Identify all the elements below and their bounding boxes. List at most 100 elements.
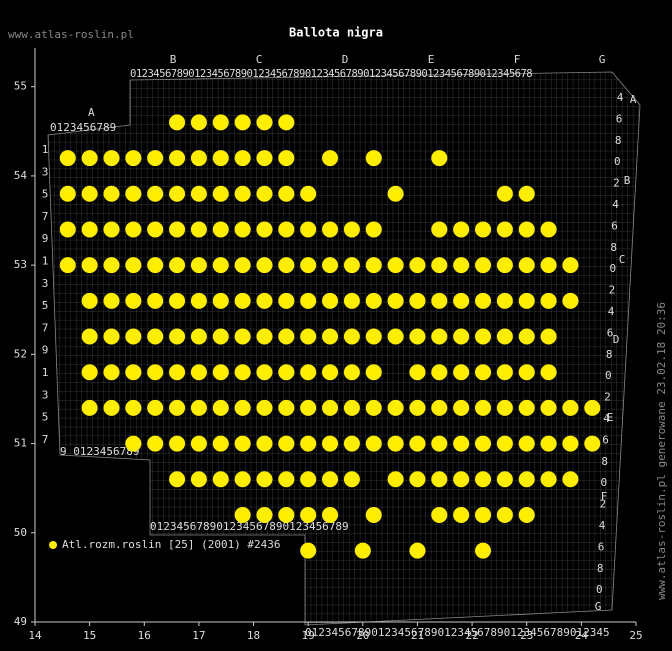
occurrence-dot — [278, 364, 295, 381]
occurrence-dot — [300, 542, 317, 559]
y-tick-label: 51 — [14, 437, 27, 450]
occurrence-dot — [322, 328, 339, 345]
grid-letter: C — [619, 253, 626, 266]
occurrence-dot — [343, 292, 360, 309]
grid-row-label: 8 — [597, 562, 604, 575]
occurrence-dot — [278, 399, 295, 416]
occurrence-dot — [278, 221, 295, 238]
grid-letter: E — [607, 411, 614, 424]
occurrence-dot — [81, 185, 98, 202]
occurrence-dot — [190, 292, 207, 309]
grid-row-label: 4 — [612, 198, 619, 211]
legend-label: Atl.rozm.roslin [25] (2001) #2436 — [62, 538, 281, 551]
occurrence-dot — [365, 506, 382, 523]
grid-letter: F — [601, 490, 608, 503]
x-tick-label: 25 — [629, 629, 642, 642]
occurrence-dot — [125, 328, 142, 345]
occurrence-dot — [387, 328, 404, 345]
occurrence-dot — [256, 292, 273, 309]
grid-row-label: 8 — [615, 134, 622, 147]
occurrence-dot — [147, 257, 164, 274]
y-tick-label: 49 — [14, 615, 27, 628]
occurrence-dot — [212, 185, 229, 202]
occurrence-dot — [256, 257, 273, 274]
occurrence-dot — [125, 292, 142, 309]
grid-letter: F — [514, 53, 521, 66]
occurrence-dot — [125, 399, 142, 416]
occurrence-dot — [103, 364, 120, 381]
occurrence-dot — [81, 292, 98, 309]
occurrence-dot — [453, 506, 470, 523]
occurrence-dot — [81, 399, 98, 416]
grid-row-label: 2 — [613, 177, 620, 190]
occurrence-dot — [365, 435, 382, 452]
occurrence-dot — [147, 292, 164, 309]
occurrence-dot — [496, 328, 513, 345]
occurrence-dot — [540, 257, 557, 274]
occurrence-dot — [365, 364, 382, 381]
grid-row-label: 8 — [610, 241, 617, 254]
occurrence-dot — [387, 435, 404, 452]
occurrence-dot — [300, 471, 317, 488]
x-tick-label: 24 — [575, 629, 589, 642]
occurrence-dot — [409, 435, 426, 452]
occurrence-dot — [540, 471, 557, 488]
occurrence-dot — [453, 399, 470, 416]
grid-row-label: 1 — [42, 255, 49, 268]
grid-row-label: 4 — [617, 91, 624, 104]
occurrence-dot — [343, 328, 360, 345]
occurrence-dot — [562, 399, 579, 416]
occurrence-dot — [540, 435, 557, 452]
grid-row-label: 4 — [608, 305, 615, 318]
occurrence-dot — [431, 257, 448, 274]
occurrence-dot — [343, 221, 360, 238]
occurrence-dot — [81, 364, 98, 381]
grid-row-label: 2 — [604, 391, 611, 404]
grid-row-label: 5 — [42, 188, 49, 201]
occurrence-dot — [278, 471, 295, 488]
occurrence-dot — [234, 364, 251, 381]
occurrence-dot — [278, 435, 295, 452]
occurrence-dot — [409, 328, 426, 345]
occurrence-dot — [234, 506, 251, 523]
occurrence-dot — [475, 506, 492, 523]
occurrence-dot — [322, 150, 339, 167]
y-tick-label: 55 — [14, 80, 27, 93]
grid-row-label: 5 — [42, 299, 49, 312]
grid-row-label: 0 — [614, 155, 621, 168]
occurrence-dot — [212, 364, 229, 381]
legend-marker — [49, 541, 57, 549]
occurrence-dot — [409, 542, 426, 559]
occurrence-dot — [212, 399, 229, 416]
occurrence-dot — [103, 328, 120, 345]
grid-row-label: 3 — [42, 388, 49, 401]
occurrence-dot — [322, 221, 339, 238]
grid-row-label: 6 — [616, 112, 623, 125]
occurrence-dot — [81, 150, 98, 167]
occurrence-dot — [234, 257, 251, 274]
occurrence-dot — [365, 328, 382, 345]
grid-row-label: 4 — [599, 519, 606, 532]
left-letter: A — [88, 106, 95, 119]
occurrence-dot — [322, 257, 339, 274]
occurrence-dot — [212, 328, 229, 345]
occurrence-dot — [518, 364, 535, 381]
occurrence-dot — [256, 114, 273, 131]
occurrence-dot — [190, 399, 207, 416]
occurrence-dot — [343, 435, 360, 452]
occurrence-dot — [212, 292, 229, 309]
occurrence-dot — [125, 257, 142, 274]
occurrence-dot — [256, 399, 273, 416]
occurrence-dot — [475, 471, 492, 488]
occurrence-dot — [322, 292, 339, 309]
occurrence-dot — [234, 435, 251, 452]
occurrence-dot — [59, 257, 76, 274]
occurrence-dot — [496, 364, 513, 381]
grid-letter: A — [630, 93, 637, 106]
occurrence-dot — [169, 292, 186, 309]
occurrence-dot — [300, 328, 317, 345]
atpol-grid — [47, 71, 641, 626]
occurrence-dot — [125, 435, 142, 452]
occurrence-dot — [540, 328, 557, 345]
occurrence-dot — [256, 328, 273, 345]
